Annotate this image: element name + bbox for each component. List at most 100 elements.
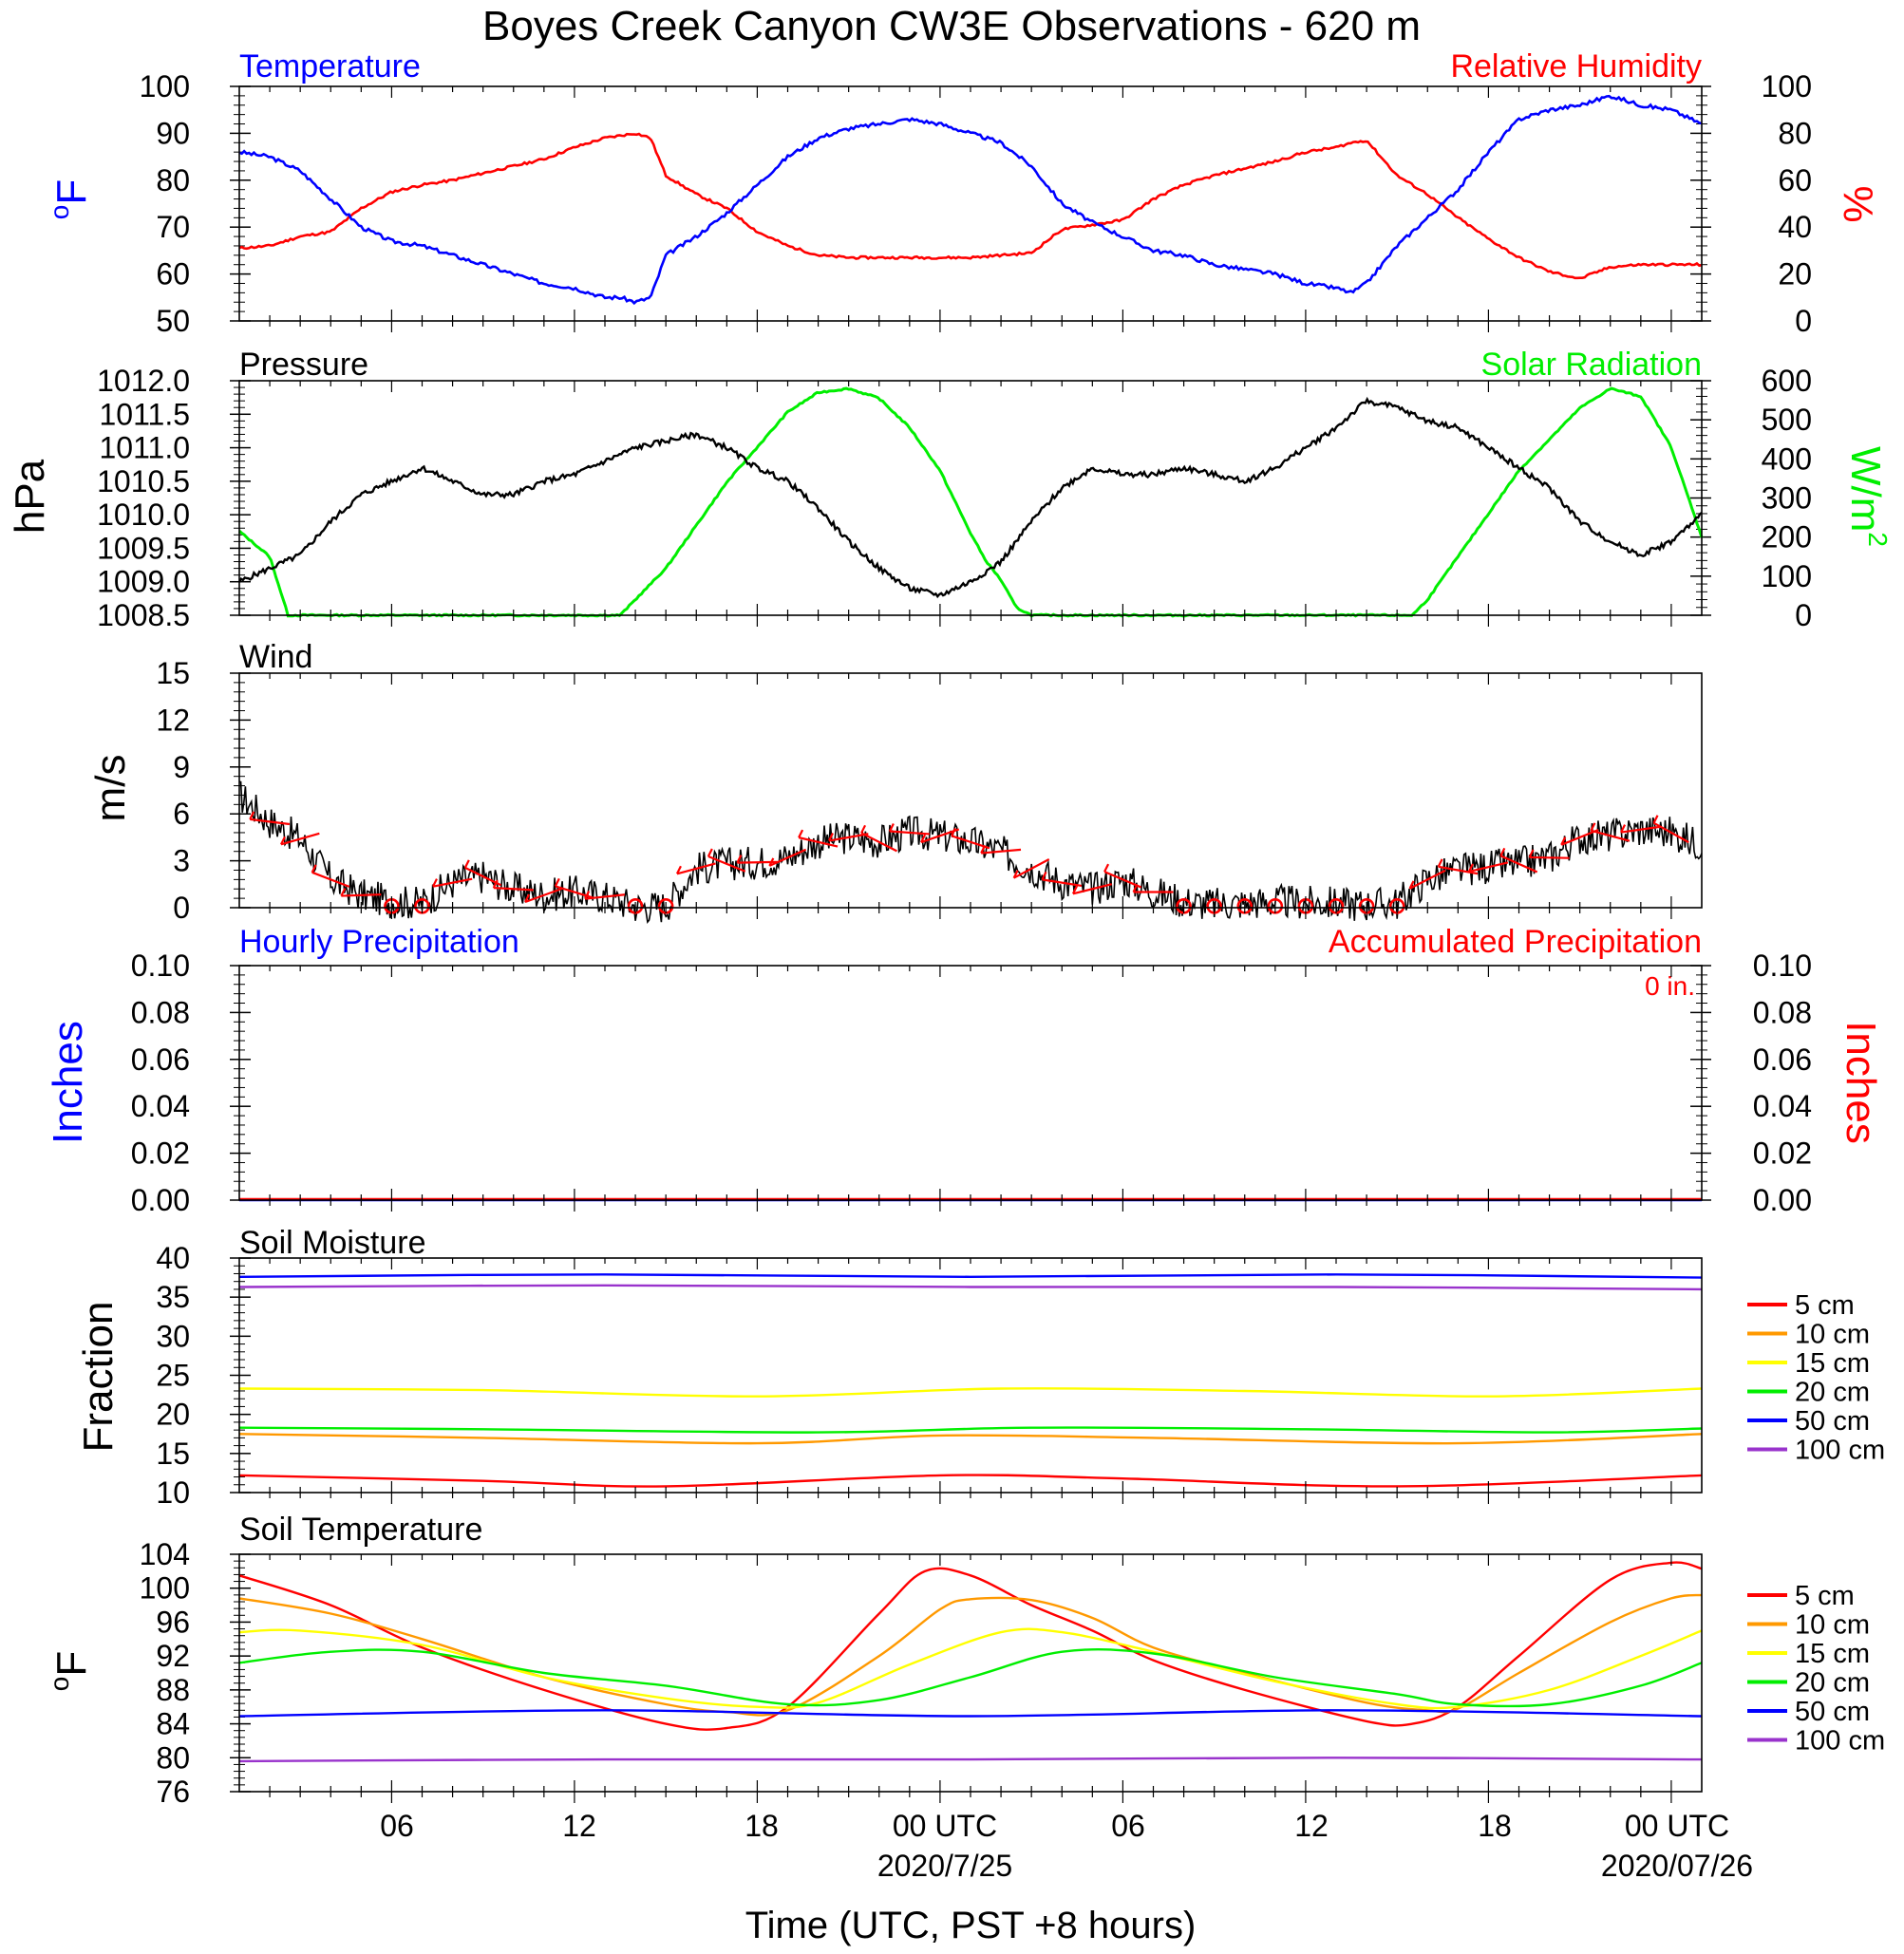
wind-barb — [524, 887, 563, 904]
legend-label: 10 cm — [1795, 1320, 1870, 1350]
rh-y-axis-label: % — [1835, 185, 1881, 222]
panel-pressure-solar: Pressure Solar Radiation hPa W/m2 1012.0… — [7, 347, 1893, 632]
wind-barb-flag — [798, 829, 804, 838]
y-tick-label: 400 — [1762, 442, 1812, 476]
wind-barb — [311, 871, 350, 888]
precip-right-y-axis-label: Inches — [1838, 1021, 1884, 1144]
wind-barb — [860, 832, 897, 853]
wind-barb — [1409, 869, 1446, 890]
y-tick-label: 0 — [1795, 304, 1812, 338]
wind-barb-flag — [1012, 870, 1019, 879]
wind-barb-flag — [311, 864, 317, 874]
wind-barb — [280, 832, 320, 846]
y-tick-label: 76 — [156, 1775, 190, 1809]
x-tick-label-06a: 06 — [380, 1809, 414, 1843]
y-tick-label: 1009.5 — [97, 531, 190, 565]
y-tick-label: 25 — [156, 1359, 190, 1393]
y-tick-label: 0 — [173, 891, 190, 925]
y-tick-label: 100 — [140, 69, 190, 103]
wind-title: Wind — [239, 639, 312, 675]
soil-series-line — [238, 1648, 1703, 1708]
soil-moisture-y-ticks: 40 35 30 25 20 15 10 — [156, 1241, 251, 1510]
y-tick-label: 104 — [140, 1537, 190, 1571]
legend-label: 15 cm — [1795, 1639, 1870, 1669]
wind-barb-flag — [736, 855, 743, 864]
temp-y-ticks: 100 90 80 70 60 50 — [140, 69, 251, 338]
x-axis-ticks — [269, 86, 1672, 1803]
y-tick-label: 1009.0 — [97, 565, 190, 599]
y-tick-label: 0.06 — [1753, 1043, 1812, 1077]
wind-barb-flag — [340, 888, 347, 897]
wind-y-ticks: 15 12 9 6 3 0 — [156, 656, 251, 925]
wind-barb-flag — [1499, 847, 1506, 856]
y-tick-label: 0.02 — [131, 1137, 190, 1171]
wind-barb-flag — [1071, 885, 1078, 894]
x-axis-labels: 06 12 18 00 UTC 06 12 18 00 UTC 2020/7/2… — [380, 1809, 1753, 1946]
pressure-y-axis-label: hPa — [7, 459, 53, 534]
y-tick-label: 300 — [1762, 481, 1812, 516]
wind-barb — [1560, 829, 1599, 846]
wind-barb — [1042, 878, 1083, 888]
y-tick-label: 1011.5 — [100, 397, 191, 431]
wind-barb — [341, 892, 382, 897]
accum-precip-value: 0 in. — [1645, 971, 1695, 1001]
y-tick-label: 0.04 — [131, 1089, 190, 1123]
wind-barb — [432, 877, 473, 888]
wind-barb-flag — [1132, 884, 1139, 893]
panel-temp-rh: Temperature Relative Humidity oF % 100 90… — [45, 48, 1881, 338]
y-tick-label: 6 — [173, 797, 190, 831]
wind-barb-flag — [1437, 858, 1443, 868]
y-tick-label: 0.00 — [131, 1183, 190, 1217]
wind-barb-flag — [675, 865, 682, 874]
y-tick-label: 30 — [156, 1319, 190, 1353]
wind-barb — [951, 835, 990, 850]
y-tick-label: 200 — [1762, 520, 1812, 554]
y-tick-label: 0 — [1795, 598, 1812, 632]
wind-y-axis-label: m/s — [87, 755, 134, 822]
temperature-series-line — [238, 94, 1703, 306]
soil-series-line — [238, 1387, 1703, 1398]
temp-unit-label: oF — [45, 179, 95, 219]
wind-barb — [1103, 871, 1142, 889]
legend-label: 5 cm — [1795, 1290, 1855, 1321]
hourly-precip-title: Hourly Precipitation — [239, 924, 519, 960]
legend-label: 100 cm — [1795, 1436, 1885, 1466]
soil-series-line — [238, 1757, 1703, 1763]
precip-right-y-ticks: 0.10 0.08 0.06 0.04 0.02 0.00 — [1690, 949, 1812, 1217]
wind-barb — [1499, 855, 1538, 874]
y-tick-label: 35 — [156, 1280, 190, 1314]
y-tick-label: 90 — [156, 116, 190, 150]
soil-temp-lines — [238, 1561, 1703, 1763]
y-tick-label: 15 — [156, 656, 190, 690]
x-tick-label-12b: 12 — [1294, 1809, 1329, 1843]
wind-barb-flag — [707, 848, 713, 857]
x-tick-label-12a: 12 — [562, 1809, 596, 1843]
panel-precip-frame — [238, 965, 1703, 1201]
legend-label: 20 cm — [1795, 1378, 1870, 1408]
y-tick-label: 9 — [173, 750, 190, 784]
legend-label: 10 cm — [1795, 1610, 1870, 1641]
soil-temp-unit-label: oF — [45, 1651, 95, 1691]
wind-barb — [250, 817, 291, 826]
legend-label: 50 cm — [1795, 1406, 1870, 1437]
rh-series-line — [238, 132, 1703, 280]
legend-label: 100 cm — [1795, 1726, 1885, 1757]
wind-barb-flag — [1620, 824, 1627, 834]
soil-temp-y-axis-label: oF — [45, 1651, 95, 1691]
solar-y-axis-label: W/m2 — [1842, 446, 1893, 547]
wind-barb — [464, 866, 502, 887]
wind-barb-flag — [1467, 863, 1474, 873]
wind-barb — [1620, 825, 1661, 834]
temperature-title: Temperature — [239, 48, 421, 85]
panel-soil-moisture: Soil Moisture Fraction 40 35 30 25 20 15 10 5 … — [75, 1225, 1885, 1510]
soil-moisture-lines — [238, 1273, 1703, 1488]
wind-barb-flag — [1652, 815, 1659, 824]
panel-temp-rh-frame — [238, 85, 1703, 322]
wind-barb — [1653, 821, 1689, 844]
wind-barb — [889, 830, 930, 836]
legend-label: 5 cm — [1795, 1581, 1855, 1611]
y-tick-label: 50 — [156, 304, 190, 338]
panel-precip: Hourly Precipitation Accumulated Precipi… — [45, 924, 1884, 1217]
x-tick-label-18a: 18 — [745, 1809, 779, 1843]
